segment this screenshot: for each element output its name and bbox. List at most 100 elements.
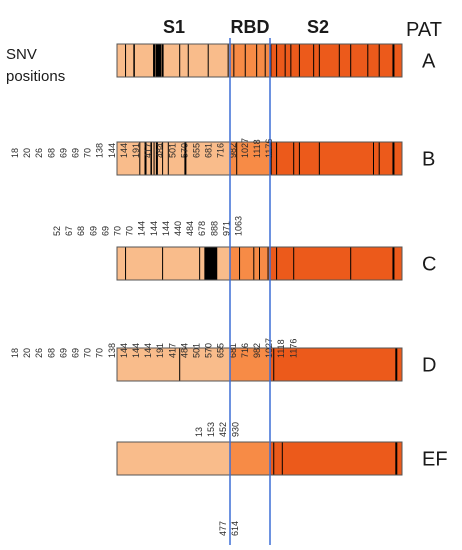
snv-position-label: 144 — [107, 143, 117, 158]
snv-positions-ef: 477 614 — [218, 521, 240, 536]
snv-position-label: 716 — [216, 143, 226, 158]
patient-bars: A B C D EF — [116, 43, 448, 476]
snv-label-line2: positions — [6, 68, 65, 85]
snv-position-label: 70 — [83, 148, 93, 158]
snv-position-label: 484 — [155, 143, 165, 158]
snv-position-label: 982 — [228, 143, 238, 158]
s1-segment — [117, 44, 230, 77]
bar-outline — [116, 441, 403, 476]
snv-position-label: 501 — [192, 343, 202, 358]
snv-position-label: 144 — [149, 221, 159, 236]
s2-segment — [270, 348, 402, 381]
patient-bar-c: C — [116, 246, 436, 281]
s2-segment — [270, 442, 402, 475]
s2-segment — [270, 142, 402, 175]
snv-positions-c: 18 20 26 68 69 69 70 70 138 144 144 144 191 417 484 501… — [10, 338, 298, 358]
snv-position-label: 452 — [218, 422, 228, 437]
snv-position-label: 417 — [167, 343, 177, 358]
snv-cluster — [155, 44, 162, 77]
snv-position-label: 1176 — [264, 139, 274, 158]
header-rbd: RBD — [231, 17, 270, 37]
snv-position-label: 971 — [221, 221, 231, 236]
patient-bar-b: B — [116, 141, 435, 176]
rbd-segment — [230, 247, 270, 280]
s1-segment — [117, 348, 230, 381]
snv-position-label: 484 — [185, 221, 195, 236]
snv-position-label: 417 — [143, 143, 153, 158]
snv-position-label: 20 — [22, 348, 32, 358]
snv-position-label: 570 — [204, 343, 214, 358]
snv-position-label: 930 — [230, 422, 240, 437]
snv-position-label: 1063 — [234, 216, 244, 236]
patient-bar-a: A — [116, 43, 436, 78]
snv-position-label: 191 — [131, 143, 141, 158]
snv-position-label: 138 — [95, 143, 105, 158]
snv-positions-b: 52 67 68 69 69 70 70 144 144 144 440 484 678 888 971 10… — [52, 216, 244, 236]
snv-position-label: 1027 — [240, 138, 250, 158]
patient-label-c: C — [422, 254, 436, 276]
snv-position-label: 144 — [161, 221, 171, 236]
snv-position-label: 678 — [197, 221, 207, 236]
snv-positions-d: 13 153 452 930 — [194, 422, 240, 437]
bar-outline — [116, 43, 403, 78]
snv-position-label: 70 — [113, 226, 123, 236]
bar-outline — [116, 347, 403, 382]
rbd-segment — [230, 442, 270, 475]
snv-position-label: 614 — [230, 521, 240, 536]
snv-position-label: 681 — [228, 343, 238, 358]
snv-position-labels: 18 20 26 68 69 69 70 138 144 144 191 417 484 501 570 65… — [10, 138, 298, 536]
snv-position-label: 484 — [179, 343, 189, 358]
snv-position-label: 138 — [107, 343, 117, 358]
snv-position-label: 655 — [192, 143, 202, 158]
snv-position-label: 70 — [95, 348, 105, 358]
snv-position-label: 69 — [100, 226, 110, 236]
snv-position-label: 68 — [76, 226, 86, 236]
snv-position-label: 18 — [10, 348, 20, 358]
rbd-segment — [230, 348, 270, 381]
header-pat: PAT — [406, 19, 442, 41]
snv-position-label: 70 — [125, 226, 135, 236]
snv-position-label: 144 — [119, 143, 129, 158]
snv-positions-a: 18 20 26 68 69 69 70 138 144 144 191 417 484 501 570 65… — [10, 138, 274, 158]
snv-position-label: 144 — [137, 221, 147, 236]
snv-position-label: 570 — [179, 143, 189, 158]
s2-segment — [270, 44, 402, 77]
snv-position-label: 1118 — [252, 139, 262, 158]
snv-position-label: 477 — [218, 521, 228, 536]
bar-outline — [116, 141, 403, 176]
snv-position-label: 70 — [83, 348, 93, 358]
snv-position-label: 191 — [155, 343, 165, 358]
s1-segment — [117, 142, 230, 175]
patient-label-ef: EF — [422, 449, 448, 471]
header-s2: S2 — [307, 17, 329, 37]
snv-position-label: 26 — [34, 148, 44, 158]
snv-position-label: 440 — [173, 221, 183, 236]
snv-position-label: 655 — [216, 343, 226, 358]
snv-position-label: 69 — [71, 148, 81, 158]
rbd-segment — [230, 44, 270, 77]
patient-bar-ef: EF — [116, 441, 448, 476]
snv-position-label: 69 — [58, 348, 68, 358]
snv-position-label: 20 — [22, 148, 32, 158]
snv-position-label: 69 — [88, 226, 98, 236]
snv-label-line1: SNV — [6, 46, 37, 63]
patient-label-d: D — [422, 355, 436, 377]
snv-position-label: 69 — [58, 148, 68, 158]
snv-position-label: 67 — [64, 226, 74, 236]
s2-segment — [270, 247, 402, 280]
snv-position-label: 681 — [204, 143, 214, 158]
snv-position-label: 1118 — [276, 339, 286, 358]
patient-label-a: A — [422, 51, 436, 73]
snv-position-label: 52 — [52, 226, 62, 236]
snv-position-label: 144 — [143, 343, 153, 358]
snv-position-label: 26 — [34, 348, 44, 358]
snv-position-label: 716 — [240, 343, 250, 358]
snv-position-label: 1027 — [264, 338, 274, 358]
snv-position-label: 144 — [131, 343, 141, 358]
snv-position-label: 68 — [46, 148, 56, 158]
snv-position-label: 69 — [71, 348, 81, 358]
snv-position-label: 13 — [194, 427, 204, 437]
snv-position-label: 501 — [167, 143, 177, 158]
patient-bar-d: D — [116, 347, 436, 382]
